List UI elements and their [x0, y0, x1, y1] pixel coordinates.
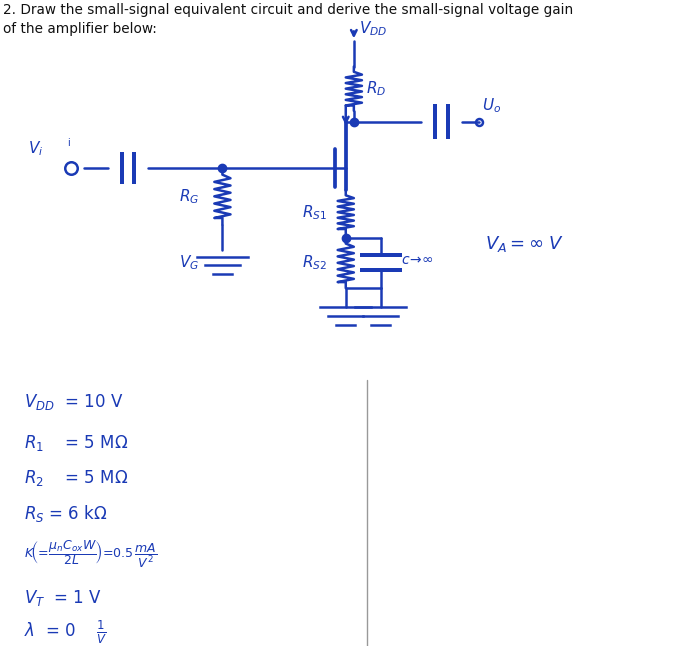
Text: $V_{DD}$: $V_{DD}$ [359, 19, 388, 38]
Text: $R_2$    = 5 M$\Omega$: $R_2$ = 5 M$\Omega$ [24, 468, 128, 488]
Text: $R_1$    = 5 M$\Omega$: $R_1$ = 5 M$\Omega$ [24, 433, 128, 453]
Text: $K\!\left(\!=\!\dfrac{\mu_n C_{ox} W}{2L}\!\right)\!=\!0.5\,\dfrac{mA}{V^2}$: $K\!\left(\!=\!\dfrac{\mu_n C_{ox} W}{2L… [24, 539, 157, 570]
Text: i: i [67, 138, 70, 147]
Text: $V_T$  = 1 V: $V_T$ = 1 V [24, 589, 102, 609]
Text: $V_i$: $V_i$ [28, 140, 44, 158]
Text: $V_{DD}$  = 10 V: $V_{DD}$ = 10 V [24, 392, 123, 412]
Text: $R_S$ = 6 k$\Omega$: $R_S$ = 6 k$\Omega$ [24, 503, 107, 523]
Text: $U_o$: $U_o$ [482, 96, 501, 115]
Text: $R_D$: $R_D$ [366, 79, 386, 98]
Text: $R_{S1}$: $R_{S1}$ [302, 203, 327, 222]
Text: $R_G$: $R_G$ [179, 187, 199, 205]
Text: $R_{S2}$: $R_{S2}$ [302, 253, 327, 272]
Text: $c\!\to\!\infty$: $c\!\to\!\infty$ [401, 253, 433, 267]
Text: 2. Draw the small-signal equivalent circuit and derive the small-signal voltage : 2. Draw the small-signal equivalent circ… [3, 3, 574, 36]
Text: $\lambda$  = 0    $\frac{1}{V}$: $\lambda$ = 0 $\frac{1}{V}$ [24, 618, 106, 646]
Text: $V_A = \infty\;V$: $V_A = \infty\;V$ [485, 234, 564, 254]
Text: $V_G$: $V_G$ [179, 253, 199, 272]
